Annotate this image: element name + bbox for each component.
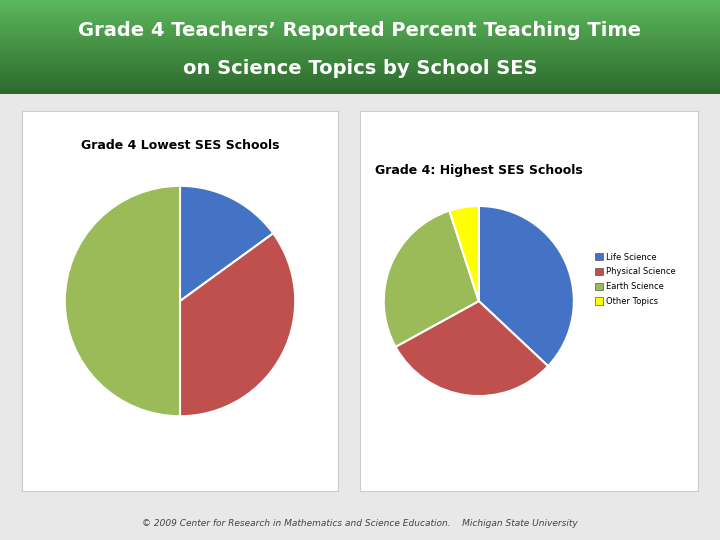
- Wedge shape: [384, 211, 479, 347]
- Legend: Life Science, Physical Science, Earth Science, Other Topics: Life Science, Physical Science, Earth Sc…: [595, 253, 676, 306]
- Wedge shape: [180, 233, 295, 416]
- Wedge shape: [479, 206, 574, 366]
- Wedge shape: [180, 186, 273, 301]
- Title: Grade 4: Highest SES Schools: Grade 4: Highest SES Schools: [375, 164, 582, 177]
- Text: on Science Topics by School SES: on Science Topics by School SES: [183, 58, 537, 78]
- Text: © 2009 Center for Research in Mathematics and Science Education.    Michigan Sta: © 2009 Center for Research in Mathematic…: [142, 519, 578, 528]
- Text: Grade 4 Teachers’ Reported Percent Teaching Time: Grade 4 Teachers’ Reported Percent Teach…: [78, 21, 642, 40]
- Title: Grade 4 Lowest SES Schools: Grade 4 Lowest SES Schools: [81, 139, 279, 152]
- Wedge shape: [449, 206, 479, 301]
- Wedge shape: [395, 301, 548, 396]
- Wedge shape: [65, 186, 180, 416]
